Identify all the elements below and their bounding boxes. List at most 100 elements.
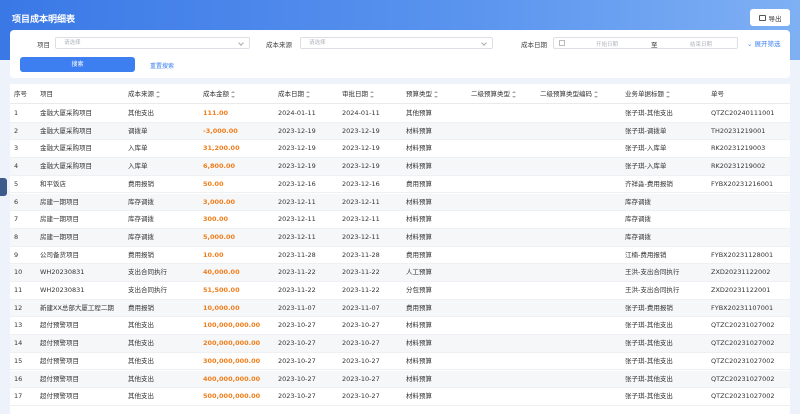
placeholder: 请选择 (309, 40, 326, 46)
cell-title: 库存调拨 (625, 197, 651, 206)
cell-cost-date: 2023-12-19 (278, 126, 316, 135)
column-title: 成本金额 (203, 90, 229, 98)
page-title: 项目成本明细表 (12, 15, 76, 25)
expand-filters[interactable]: ⌄ 展开筛选 (747, 40, 781, 48)
search-button[interactable]: 搜索 (20, 57, 135, 72)
table-row: 8 房建一期项目 库存调拨 5,000.00 2023-12-11 2023-12-11 材… (10, 228, 790, 247)
column-title: 二级预算类型编码 (540, 90, 592, 98)
table-row: 17 超付预警项目 其他支出 500,000,000.00 2023-10-27 2023… (10, 388, 790, 406)
cell-no: 2 (14, 126, 19, 135)
cell-source: 费用报销 (128, 179, 154, 188)
sort-icon (512, 90, 516, 98)
cell-number: RK20231219002 (711, 162, 766, 171)
cell-source: 其他支出 (128, 356, 154, 365)
table-row: 14 超付预警项目 其他支出 200,000,000.00 2023-10-27 2023… (10, 335, 790, 353)
column-header: 项目 (40, 84, 53, 104)
cell-budget-type: 材料预算 (406, 392, 432, 401)
column-header: 成本日期 (278, 84, 310, 104)
cell-cost-date: 2023-10-27 (278, 339, 316, 348)
cell-amount: 3,000.00 (203, 197, 236, 206)
cell-number: ZXD20231122001 (711, 286, 771, 294)
cell-number: QTZC20231027002 (711, 321, 775, 330)
cell-approve-date: 2023-11-28 (342, 250, 380, 259)
cell-no: 5 (14, 179, 19, 188)
sort-icon (370, 90, 374, 98)
cell-project: 超付预警项目 (40, 356, 79, 365)
cost-table: 序号 项目 成本来源 成本金额 成本日期 审批日期 预算类型 二级预算类型 二级预算类型编码 业务… (10, 84, 790, 414)
cell-no: 12 (14, 303, 23, 312)
filter-panel: 项目 请选择 成本来源 请选择 成本日期 开始日期 至 结束日期 ⌄ 展开筛选 … (10, 30, 790, 78)
column-header: 二级预算类型 (471, 84, 516, 104)
column-title: 审批日期 (342, 90, 368, 98)
project-select[interactable]: 请选择 (55, 37, 250, 49)
reset-link[interactable]: 重置搜索 (150, 63, 175, 70)
cell-no: 9 (14, 250, 19, 259)
cell-no: 7 (14, 215, 19, 224)
column-header: 业务单据标题 (625, 84, 670, 104)
cell-budget-type: 费用预算 (406, 303, 432, 312)
cell-budget-type: 费用预算 (406, 179, 432, 188)
cell-no: 8 (14, 232, 19, 241)
cell-project: 超付预警项目 (40, 374, 79, 383)
cell-title: 张子琪-其他支出 (625, 109, 673, 117)
sort-icon (156, 90, 160, 98)
cell-budget-type: 材料预算 (406, 144, 432, 153)
cell-approve-date: 2023-10-27 (342, 356, 380, 365)
cell-source: 库存调拨 (128, 215, 154, 224)
cell-no: 1 (14, 109, 19, 117)
source-select[interactable]: 请选择 (300, 37, 493, 49)
sort-icon (666, 90, 670, 98)
cell-project: 公司备货项目 (40, 250, 79, 259)
cell-amount: 100,000,000.00 (203, 321, 261, 330)
cell-source: 其他支出 (128, 321, 154, 330)
cell-source: 费用报销 (128, 250, 154, 259)
cell-source: 库存调拨 (128, 197, 154, 206)
cell-no: 16 (14, 374, 23, 383)
cell-approve-date: 2023-12-16 (342, 179, 380, 188)
cell-approve-date: 2023-11-07 (342, 303, 380, 312)
table-row: 11 WH20230831 支出合同执行 51,500.00 2023-11-22 202… (10, 282, 790, 300)
cell-budget-type: 材料预算 (406, 162, 432, 171)
cell-no: 10 (14, 268, 23, 277)
cell-source: 其他支出 (128, 109, 154, 117)
cell-no: 15 (14, 356, 23, 365)
filter-label: 项目 (37, 41, 50, 49)
cell-project: 房建一期项目 (40, 215, 79, 224)
cell-approve-date: 2023-12-11 (342, 232, 380, 241)
cell-source: 入库单 (128, 162, 148, 171)
cell-title: 库存调拨 (625, 215, 651, 224)
cell-no: 11 (14, 286, 23, 294)
cell-cost-date: 2023-11-22 (278, 286, 316, 294)
cell-cost-date: 2023-12-19 (278, 162, 316, 171)
cell-number: RK20231219003 (711, 144, 766, 153)
cell-title: 张子琪-入库单 (625, 162, 667, 171)
table-row: 16 超付预警项目 其他支出 400,000,000.00 2023-10-27 2023… (10, 370, 790, 389)
cell-amount: 10.00 (203, 250, 224, 259)
cell-budget-type: 人工预算 (406, 268, 432, 277)
cell-budget-type: 材料预算 (406, 215, 432, 224)
cell-number: QTZC20231027002 (711, 356, 775, 365)
cell-source: 费用报销 (128, 303, 154, 312)
cell-source: 入库单 (128, 144, 148, 153)
cell-amount: -3,000.00 (203, 126, 238, 135)
cell-budget-type: 材料预算 (406, 374, 432, 383)
side-tab[interactable] (0, 178, 7, 196)
cell-cost-date: 2023-12-19 (278, 144, 316, 153)
date-range[interactable]: 开始日期 至 结束日期 (553, 37, 738, 49)
cell-budget-type: 材料预算 (406, 356, 432, 365)
column-title: 项目 (40, 90, 53, 98)
cell-project: 金融大厦采购项目 (40, 126, 92, 135)
export-button[interactable]: 导出 (750, 9, 790, 26)
cell-no: 13 (14, 321, 23, 330)
column-title: 单号 (711, 90, 724, 98)
cell-title: 张子琪-其他支出 (625, 339, 673, 348)
cell-number: QTZC20231027002 (711, 339, 775, 348)
column-header: 预算类型 (406, 84, 438, 104)
column-header: 审批日期 (342, 84, 374, 104)
cell-amount: 31,200.00 (203, 144, 240, 153)
cell-project: 金融大厦采购项目 (40, 144, 92, 153)
cell-approve-date: 2023-12-19 (342, 126, 380, 135)
cell-cost-date: 2023-10-27 (278, 392, 316, 401)
cell-title: 张子琪-调拨单 (625, 126, 667, 135)
